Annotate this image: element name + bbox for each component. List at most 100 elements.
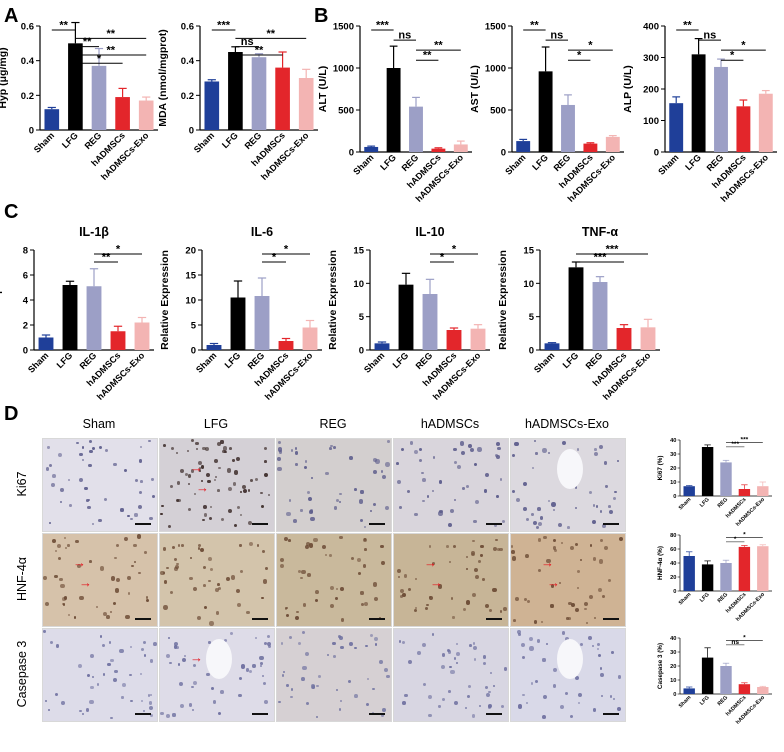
micrograph-nucleus <box>560 705 565 710</box>
micrograph-nucleus <box>140 647 145 652</box>
micrograph-nucleus <box>301 569 306 575</box>
micrograph-nucleus <box>120 508 124 512</box>
micrograph-nucleus <box>187 474 191 478</box>
micrograph-nucleus <box>97 518 102 523</box>
micrograph-nucleus <box>453 701 458 706</box>
micrograph-nucleus <box>209 505 213 508</box>
micrograph-nucleus <box>609 695 612 698</box>
micrograph-nucleus <box>493 546 498 551</box>
x-tick-label: LFG <box>391 350 411 370</box>
bar-reg <box>254 296 270 350</box>
micrograph-nucleus <box>396 569 401 574</box>
micrograph-column-label: hADMSCs <box>421 417 479 431</box>
micrograph-nucleus <box>163 605 168 610</box>
micrograph-nucleus <box>89 699 94 705</box>
chart-title: IL-6 <box>251 225 273 239</box>
micrograph-nucleus <box>173 641 179 646</box>
micrograph-nucleus <box>515 597 519 601</box>
micrograph-nucleus <box>86 673 90 678</box>
micrograph-nucleus <box>500 704 505 709</box>
y-tick-label: 80 <box>670 533 676 539</box>
micrograph-nucleus <box>366 677 369 681</box>
micrograph-nucleus <box>203 505 207 509</box>
micrograph-nucleus <box>198 467 202 470</box>
x-tick-label: LFG <box>699 695 711 707</box>
chart-il6: 0 5 10 15 20 Relative Expression IL-6 Sham LFG RE… <box>159 225 322 402</box>
micrograph-nucleus <box>497 446 501 451</box>
micrograph-nucleus <box>409 441 414 445</box>
micrograph-nucleus <box>178 681 184 686</box>
micrograph-nucleus <box>330 444 333 448</box>
significance-label: * <box>440 252 445 264</box>
micrograph-nucleus <box>78 709 82 713</box>
y-tick-label: 0 <box>529 346 534 357</box>
significance-label: ns <box>550 30 563 42</box>
bar-sham <box>669 103 684 152</box>
micrograph-nucleus <box>465 600 471 605</box>
micrograph-nucleus <box>206 672 210 677</box>
micrograph-nucleus <box>452 544 457 549</box>
micrograph-nucleus <box>364 548 367 551</box>
micrograph-nucleus <box>178 663 181 666</box>
scale-bar <box>252 523 268 525</box>
micrograph-nucleus <box>215 588 219 592</box>
micrograph-nucleus <box>264 460 267 463</box>
micrograph-nucleus <box>385 462 390 467</box>
micrograph-nucleus <box>439 509 443 513</box>
micrograph-nucleus <box>406 489 410 493</box>
micrograph-nucleus <box>188 482 191 485</box>
micrograph-nucleus <box>110 610 113 613</box>
micrograph-nucleus <box>514 441 519 446</box>
micrograph-nucleus <box>259 655 264 661</box>
micrograph-nucleus <box>60 488 65 492</box>
micrograph-nucleus <box>447 690 451 694</box>
bar-sham <box>38 337 54 350</box>
micrograph-nucleus <box>113 669 118 674</box>
micrograph-nucleus <box>449 509 454 514</box>
micrograph-nucleus <box>369 634 373 638</box>
micrograph-nucleus <box>198 469 201 472</box>
micrograph-nucleus <box>354 694 358 698</box>
micrograph-nucleus <box>552 684 556 688</box>
micrograph-nucleus <box>599 510 603 513</box>
micrograph-nucleus <box>288 499 292 503</box>
micrograph-nucleus <box>482 661 486 665</box>
micrograph-nucleus <box>584 607 588 611</box>
micrograph-nucleus <box>537 568 541 572</box>
micrograph-nucleus <box>382 708 386 712</box>
significance-label: *** <box>376 20 390 32</box>
y-tick-label: 0 <box>191 346 196 357</box>
micrograph-nucleus <box>238 676 242 680</box>
micrograph-nucleus <box>48 463 52 467</box>
y-tick-label: 10 <box>353 279 364 290</box>
y-axis-label: Ki67 (%) <box>657 456 664 481</box>
micrograph-nucleus <box>561 631 566 635</box>
micrograph-nucleus <box>233 470 239 475</box>
y-tick-label: 1000 <box>485 64 506 75</box>
micrograph-nucleus <box>512 453 516 458</box>
micrograph-nucleus <box>308 543 313 548</box>
micrograph-nucleus <box>608 579 612 583</box>
significance-label: *** <box>731 441 739 448</box>
micrograph-nucleus <box>43 630 46 633</box>
micrograph-nucleus <box>64 537 67 540</box>
micrograph-nucleus <box>455 642 459 645</box>
micrograph-nucleus <box>205 472 210 477</box>
micrograph-nucleus <box>553 548 557 552</box>
micrograph-nucleus <box>254 636 258 640</box>
micrograph-nucleus <box>466 484 470 488</box>
micrograph-nucleus <box>375 459 380 464</box>
micrograph-nucleus <box>277 447 282 452</box>
x-tick-label: Sham <box>503 152 527 176</box>
micrograph-nucleus <box>241 664 246 669</box>
scale-bar <box>252 618 268 620</box>
micrograph-nucleus <box>285 607 288 611</box>
micrograph-nucleus <box>400 594 404 598</box>
y-tick-label: 1500 <box>485 22 506 33</box>
micrograph-nucleus <box>305 542 310 547</box>
micrograph-nucleus <box>283 536 289 541</box>
micrograph-nucleus <box>248 669 253 673</box>
micrograph-nucleus <box>47 709 50 712</box>
micrograph-nucleus <box>548 500 551 503</box>
x-tick-label: LFG <box>683 152 703 172</box>
